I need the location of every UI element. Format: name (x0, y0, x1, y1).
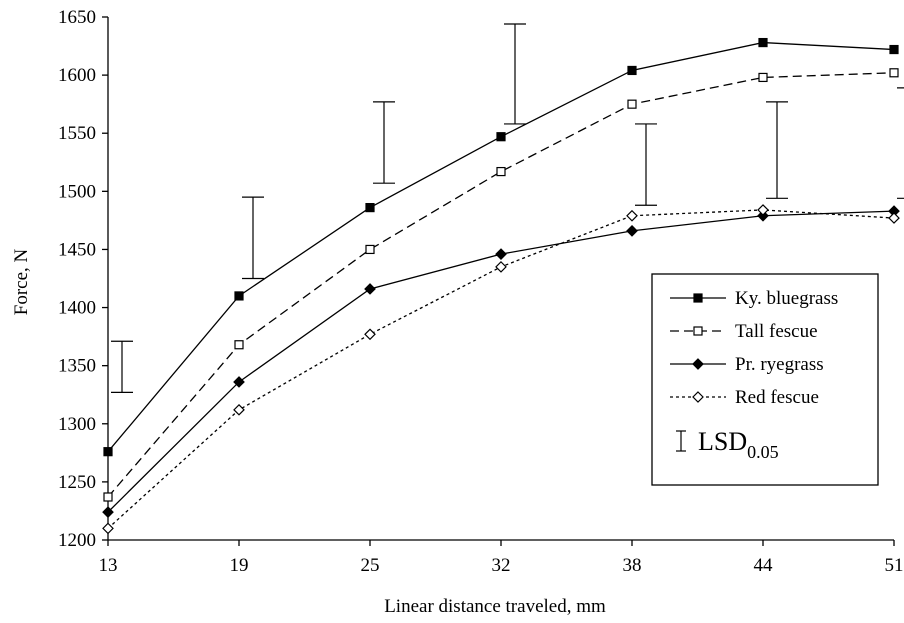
y-tick-label: 1550 (58, 123, 96, 144)
data-point (758, 72, 768, 83)
x-tick-label: 44 (754, 555, 774, 576)
legend-marker (692, 391, 704, 403)
data-series (102, 37, 900, 535)
data-point (627, 99, 637, 109)
data-point (626, 225, 638, 237)
x-axis-title: Linear distance traveled, mm (384, 596, 606, 617)
data-point (495, 248, 507, 260)
data-point (365, 244, 375, 255)
y-tick-label: 1650 (58, 7, 96, 28)
legend-label: Ky. bluegrass (735, 288, 838, 309)
legend-label: Red fescue (735, 387, 819, 408)
y-tick-label: 1400 (58, 298, 96, 319)
series-3 (102, 204, 900, 535)
data-point (889, 44, 899, 55)
data-point (758, 37, 768, 48)
x-tick-label: 38 (623, 555, 642, 576)
y-tick-label: 1500 (58, 181, 96, 202)
y-tick-label: 1300 (58, 414, 96, 435)
legend-lsd-label: LSD0.05 (698, 427, 779, 462)
data-point (103, 492, 113, 502)
data-point (102, 506, 114, 518)
lsd-main-text: LSD (698, 427, 747, 456)
legend-marker (693, 293, 703, 303)
lsd-subscript: 0.05 (747, 442, 779, 462)
y-axis-title: Force, N (11, 248, 32, 315)
legend-marker (693, 326, 703, 336)
series-0 (103, 37, 899, 457)
data-point (626, 209, 638, 222)
x-tick-label: 19 (230, 555, 249, 576)
data-point (757, 204, 769, 216)
y-tick-label: 1200 (58, 530, 96, 551)
axes: 1200 1250 1300 1350 1400 1450 1500 1550 1600 1650… (58, 7, 904, 576)
data-point (233, 403, 245, 416)
data-point (234, 340, 244, 350)
legend-box (651, 273, 879, 486)
data-point (495, 261, 507, 273)
x-tick-label: 51 (885, 555, 904, 576)
legend-label: Tall fescue (735, 321, 818, 342)
x-tick-label: 13 (99, 555, 118, 576)
data-point (888, 212, 900, 224)
data-point (365, 203, 375, 213)
data-point (496, 132, 506, 142)
y-tick-label: 1450 (58, 239, 96, 260)
y-tick-label: 1250 (58, 472, 96, 493)
legend-marker (692, 358, 704, 370)
data-point (102, 522, 114, 535)
x-tick-label: 25 (361, 555, 380, 576)
data-point (496, 166, 506, 177)
y-tick-label: 1600 (58, 65, 96, 86)
y-tick-label: 1350 (58, 356, 96, 377)
series-1 (103, 68, 899, 502)
x-tick-label: 32 (492, 555, 511, 576)
data-point (233, 376, 245, 388)
data-point (234, 291, 244, 301)
data-point (103, 447, 113, 457)
data-point (627, 65, 637, 76)
data-point (889, 68, 899, 78)
legend-label: Pr. ryegrass (735, 354, 824, 375)
legend: Ky. bluegrass Tall fescue Pr. ryegrass Red … (651, 273, 879, 486)
lsd-error-bars (111, 23, 904, 393)
data-point (364, 328, 376, 341)
data-point (364, 283, 376, 295)
